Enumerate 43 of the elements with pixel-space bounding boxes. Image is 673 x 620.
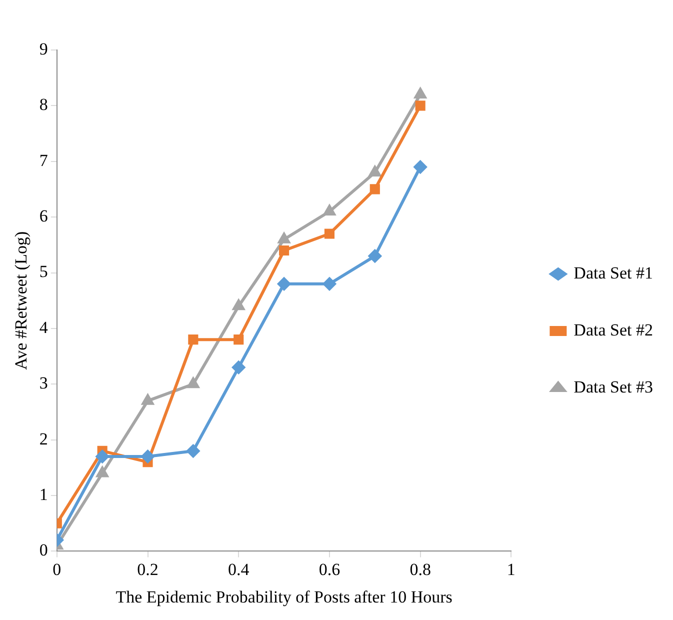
legend-label: Data Set #3	[574, 377, 654, 396]
x-tick-label: 0	[52, 560, 62, 579]
x-tick-label: 1	[506, 560, 516, 579]
point	[232, 300, 244, 310]
point	[142, 394, 154, 405]
y-tick-label: 1	[39, 484, 48, 504]
point	[322, 277, 336, 290]
point	[278, 232, 290, 244]
y-tick-label: 3	[39, 374, 48, 393]
point	[232, 360, 246, 374]
point	[324, 205, 336, 216]
x-tick-label: 0.4	[228, 560, 250, 579]
point	[96, 450, 109, 464]
point	[324, 228, 335, 239]
y-tick-label: 2	[39, 429, 48, 448]
point	[96, 466, 108, 478]
y-tick-label: 4	[39, 318, 48, 337]
point	[369, 166, 381, 177]
y-tick-label: 7	[39, 150, 48, 170]
y-axis-title: Ave #Retweet (Log)	[12, 231, 31, 370]
point	[279, 245, 290, 256]
y-tick-label: 5	[39, 262, 48, 282]
point	[414, 88, 426, 99]
x-tick-label: 0.8	[410, 560, 431, 579]
point	[370, 184, 380, 194]
point	[278, 277, 291, 290]
y-tick-label: 0	[39, 540, 48, 560]
point	[187, 378, 200, 388]
legend-label: Data Set #1	[574, 263, 654, 282]
y-tick-label: 8	[39, 95, 48, 114]
y-tick-label: 9	[39, 39, 48, 58]
x-tick-label: 0.6	[318, 560, 340, 579]
point	[415, 100, 426, 111]
point	[186, 444, 200, 458]
legend-label: Data Set #2	[574, 320, 654, 340]
x-tick-label: 0.2	[137, 560, 158, 579]
x-axis-title: The Epidemic Probability of Posts after 10 Hours	[116, 587, 452, 606]
point	[141, 450, 154, 464]
point	[414, 160, 427, 174]
y-tick-label: 6	[39, 206, 48, 226]
point	[188, 334, 198, 345]
point	[368, 250, 382, 263]
point	[234, 334, 244, 345]
